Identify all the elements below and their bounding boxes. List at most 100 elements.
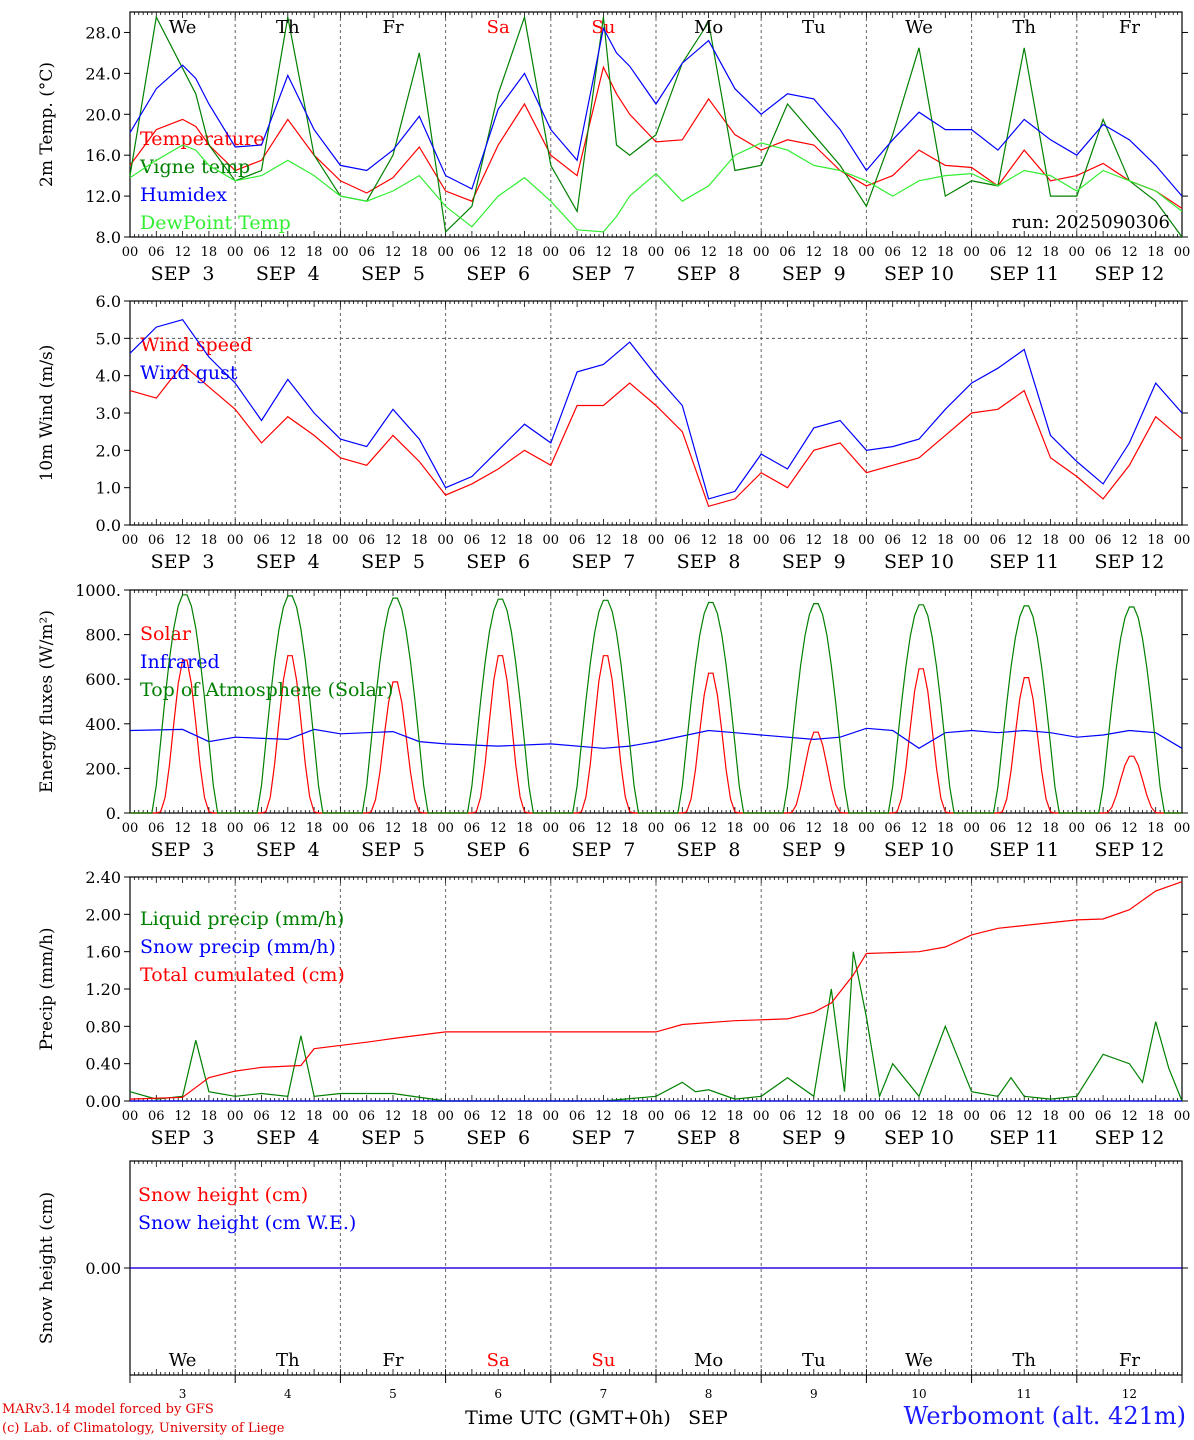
x-hour-label: 18 [621, 821, 638, 836]
day-number-label: 7 [600, 1387, 608, 1401]
y-tick-label: 2.00 [85, 905, 121, 924]
y-tick-label: 1000. [75, 581, 121, 600]
x-hour-label: 12 [911, 1109, 928, 1124]
x-hour-label: 12 [1121, 533, 1138, 548]
x-hour-label: 12 [1121, 821, 1138, 836]
day-number-label: 5 [389, 1387, 397, 1401]
x-hour-label: 12 [280, 533, 297, 548]
x-hour-label: 12 [700, 821, 717, 836]
x-hour-label: 12 [700, 533, 717, 548]
x-date-label: SEP 3 [151, 551, 215, 573]
day-number-label: 4 [284, 1387, 292, 1401]
x-hour-label: 06 [779, 245, 796, 260]
x-hour-label: 00 [648, 245, 665, 260]
x-date-label: SEP 10 [884, 839, 954, 861]
y-tick-label: 3.0 [96, 404, 121, 423]
x-date-label: SEP 5 [361, 263, 425, 285]
x-date-label: SEP 12 [1094, 263, 1164, 285]
x-hour-label: 18 [1147, 1109, 1164, 1124]
x-hour-label: 18 [201, 245, 218, 260]
weekday-label: Th [276, 17, 300, 38]
x-hour-label: 06 [990, 245, 1007, 260]
x-hour-label: 18 [306, 1109, 323, 1124]
weekday-label: Fr [1119, 1350, 1140, 1371]
x-hour-label: 06 [1095, 821, 1112, 836]
x-date-label: SEP 10 [884, 1127, 954, 1149]
x-hour-label: 18 [411, 245, 428, 260]
x-hour-label: 18 [411, 821, 428, 836]
y-tick-label: 28.0 [85, 23, 121, 42]
day-number-label: 10 [911, 1387, 926, 1401]
x-hour-label: 18 [621, 245, 638, 260]
legend-entry: Top of Atmosphere (Solar) [140, 679, 393, 701]
x-hour-label: 00 [122, 1109, 139, 1124]
x-hour-label: 00 [437, 245, 454, 260]
x-hour-label: 12 [806, 533, 823, 548]
x-hour-label: 18 [1147, 533, 1164, 548]
y-tick-label: 4.0 [96, 367, 121, 386]
y-tick-label: 5.0 [96, 329, 121, 348]
series-line-humidex [129, 26, 1183, 197]
legend-entry: DewPoint Temp [140, 212, 291, 234]
y-tick-label: 2.40 [85, 868, 121, 887]
x-date-label: SEP 7 [571, 1127, 635, 1149]
x-hour-label: 12 [174, 245, 191, 260]
footer-lab-credit: (c) Lab. of Climatology, University of L… [2, 1421, 285, 1436]
legend-entry: Solar [140, 623, 192, 645]
x-date-label: SEP 4 [256, 263, 320, 285]
x-hour-label: 06 [358, 245, 375, 260]
legend-entry: Snow height (cm) [138, 1184, 308, 1206]
x-hour-label: 00 [332, 245, 349, 260]
x-date-label: SEP 3 [151, 1127, 215, 1149]
weekday-label: Su [591, 17, 615, 38]
x-hour-label: 06 [148, 245, 165, 260]
x-hour-label: 00 [1069, 533, 1086, 548]
legend-entry: Total cumulated (cm) [140, 964, 345, 986]
series-line-infrared [129, 727, 1183, 750]
x-axis-title: Time UTC (GMT+0h) [465, 1407, 671, 1429]
y-axis-title: 2m Temp. (°C) [37, 62, 57, 187]
x-date-label: SEP 9 [782, 551, 846, 573]
x-hour-label: 18 [832, 533, 849, 548]
x-date-label: SEP 8 [677, 263, 741, 285]
x-hour-label: 18 [727, 533, 744, 548]
x-date-label: SEP 7 [571, 263, 635, 285]
weekday-label: Th [276, 1350, 300, 1371]
x-hour-label: 00 [1174, 821, 1191, 836]
day-number-label: 11 [1017, 1387, 1032, 1401]
x-hour-label: 18 [306, 245, 323, 260]
x-hour-label: 18 [937, 245, 954, 260]
x-hour-label: 12 [806, 245, 823, 260]
y-tick-label: 200. [85, 759, 121, 778]
x-hour-label: 12 [490, 821, 507, 836]
weekday-label: We [905, 17, 933, 38]
x-hour-label: 18 [411, 1109, 428, 1124]
x-date-label: SEP 7 [571, 551, 635, 573]
panel-2-frame [129, 300, 1183, 526]
x-date-label: SEP 4 [256, 551, 320, 573]
x-hour-label: 18 [411, 533, 428, 548]
x-hour-label: 00 [753, 533, 770, 548]
x-hour-label: 12 [806, 1109, 823, 1124]
x-hour-label: 00 [227, 821, 244, 836]
x-date-label: SEP 3 [151, 263, 215, 285]
y-tick-label: 0.00 [85, 1259, 121, 1278]
x-hour-label: 06 [990, 1109, 1007, 1124]
day-number-label: 9 [810, 1387, 818, 1401]
x-hour-label: 12 [490, 1109, 507, 1124]
day-number-label: 6 [494, 1387, 502, 1401]
x-hour-label: 00 [122, 533, 139, 548]
x-hour-label: 12 [1121, 245, 1138, 260]
legend-entry: Wind speed [140, 334, 252, 356]
x-hour-label: 12 [1016, 821, 1033, 836]
x-hour-label: 00 [1174, 1109, 1191, 1124]
x-hour-label: 00 [753, 821, 770, 836]
x-hour-label: 00 [437, 1109, 454, 1124]
x-date-label: SEP 10 [884, 551, 954, 573]
x-hour-label: 00 [1069, 1109, 1086, 1124]
x-date-label: SEP 6 [466, 263, 530, 285]
run-label: run: 2025090306 [1012, 212, 1170, 233]
x-hour-label: 06 [884, 821, 901, 836]
weekday-label: Fr [1119, 17, 1140, 38]
